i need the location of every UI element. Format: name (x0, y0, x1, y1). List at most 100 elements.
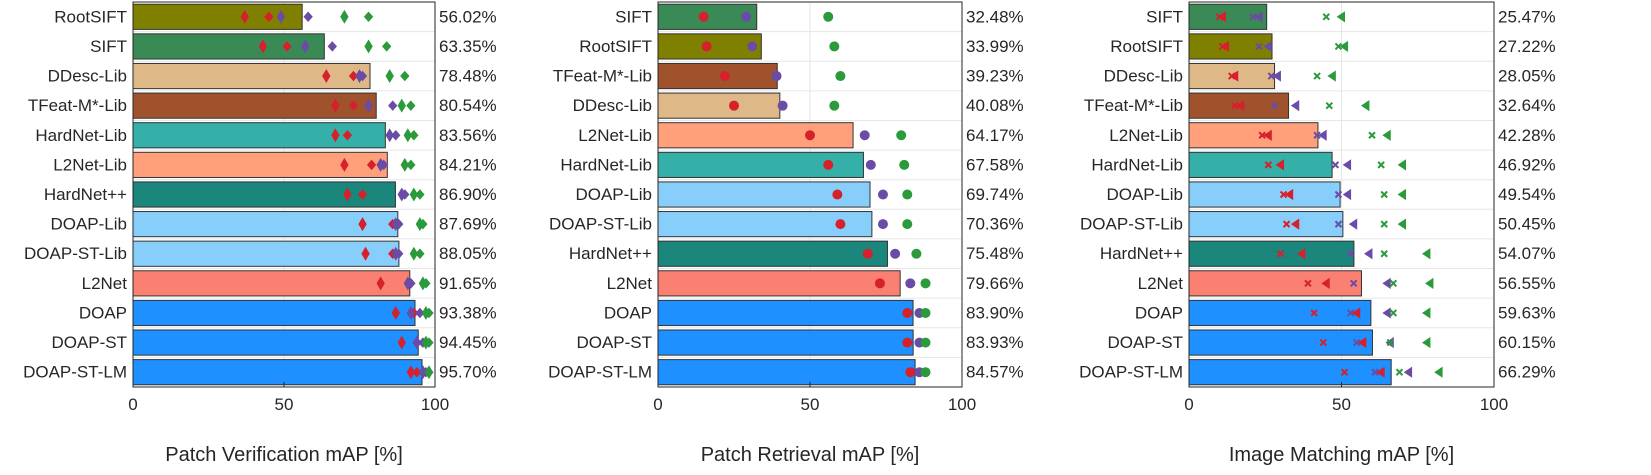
category-label: HardNet-Lib (1091, 155, 1183, 174)
marker-point (1267, 72, 1276, 80)
marker-point (1364, 248, 1373, 260)
marker-point (1220, 40, 1230, 53)
marker-point (1339, 40, 1349, 53)
category-label: L2Net (607, 274, 653, 293)
value-label: 69.74% (966, 185, 1024, 204)
value-label: 27.22% (1498, 37, 1556, 56)
marker-point (1290, 218, 1300, 230)
bar (132, 359, 423, 386)
marker-point (877, 219, 888, 230)
marker-point (366, 159, 377, 171)
bar (132, 329, 419, 356)
marker-point (1389, 309, 1398, 317)
value-label: 60.15% (1498, 333, 1556, 352)
category-label: RootSIFT (54, 7, 127, 26)
marker-point (406, 278, 416, 289)
marker-point (1351, 307, 1361, 319)
bar (657, 62, 778, 90)
marker-point (409, 246, 419, 261)
bar (132, 181, 396, 208)
marker-point (322, 69, 331, 84)
bar (132, 33, 325, 60)
category-label: DDesc-Lib (48, 67, 127, 86)
marker-point (1282, 220, 1291, 228)
value-label: 66.29% (1498, 363, 1556, 382)
marker-point (300, 39, 310, 54)
category-label: SIFT (615, 7, 652, 26)
category-label: L2Net-Lib (578, 126, 652, 145)
marker-point (777, 100, 788, 111)
bar (132, 299, 416, 327)
marker-point (835, 219, 846, 230)
marker-point (406, 159, 416, 171)
marker-point (829, 100, 840, 111)
marker-point (364, 39, 373, 54)
marker-point (394, 248, 404, 259)
marker-point (1334, 220, 1343, 228)
category-label: DDesc-Lib (573, 96, 652, 115)
value-label: 32.64% (1498, 96, 1556, 115)
marker-point (385, 69, 394, 84)
marker-point (1264, 161, 1273, 169)
value-label: 84.57% (966, 363, 1024, 382)
marker-point (1229, 70, 1239, 82)
marker-point (1346, 250, 1355, 258)
marker-point (832, 189, 843, 200)
marker-point (905, 278, 916, 289)
category-label: L2Net (82, 274, 128, 293)
marker-point (400, 189, 410, 200)
category-label: DOAP-ST (51, 333, 127, 352)
marker-point (409, 130, 419, 141)
marker-point (1397, 218, 1406, 230)
bar (1188, 181, 1341, 208)
marker-point (729, 100, 739, 111)
marker-point (397, 335, 406, 350)
category-label: SIFT (90, 37, 127, 56)
marker-point (902, 337, 913, 348)
marker-point (364, 98, 373, 113)
category-label: DOAP-ST-Lib (1080, 215, 1183, 234)
bar (132, 270, 411, 297)
marker-point (376, 276, 385, 291)
marker-point (400, 157, 409, 172)
bar (132, 92, 377, 119)
marker-point (1258, 131, 1266, 139)
marker-point (701, 41, 712, 52)
marker-point (805, 130, 815, 141)
marker-point (1342, 159, 1352, 171)
category-label: DOAP-ST-Lib (24, 244, 127, 263)
marker-point (1422, 336, 1431, 349)
marker-point (412, 335, 422, 350)
value-label: 54.07% (1498, 244, 1556, 263)
marker-point (421, 278, 431, 289)
bar (132, 62, 371, 90)
x-tick-label: 50 (1332, 395, 1351, 414)
category-label: DOAP (604, 303, 652, 322)
value-label: 33.99% (966, 37, 1024, 56)
marker-point (1275, 159, 1284, 171)
marker-point (391, 130, 401, 141)
category-label: DOAP-ST-Lib (549, 215, 652, 234)
marker-point (406, 305, 416, 320)
marker-point (741, 11, 752, 22)
value-label: 42.28% (1498, 126, 1556, 145)
marker-point (1263, 129, 1272, 141)
marker-point (331, 98, 340, 113)
category-label: RootSIFT (1110, 37, 1183, 56)
marker-point (1313, 131, 1321, 139)
marker-point (358, 217, 367, 232)
value-label: 50.45% (1498, 215, 1556, 234)
marker-point (406, 100, 416, 111)
marker-point (1349, 279, 1358, 288)
category-label: HardNet++ (44, 185, 127, 204)
marker-point (1336, 11, 1345, 23)
marker-point (1235, 100, 1245, 112)
marker-point (327, 41, 337, 52)
marker-point (1217, 11, 1227, 23)
value-label: 84.21% (439, 155, 497, 174)
marker-point (424, 366, 434, 378)
bar (657, 240, 888, 267)
value-label: 83.93% (966, 333, 1024, 352)
bar (657, 329, 914, 356)
